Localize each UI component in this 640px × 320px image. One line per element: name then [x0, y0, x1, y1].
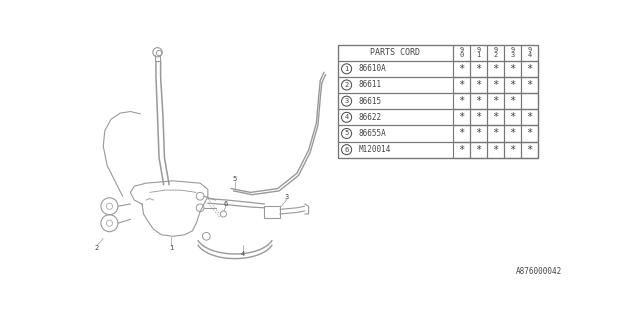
Text: *: * [526, 80, 532, 90]
Bar [338, 125, 538, 141]
Bar [452, 44, 470, 61]
Bar [504, 61, 521, 77]
Text: *: * [509, 112, 516, 122]
Text: *: * [458, 112, 465, 122]
Text: *: * [476, 129, 481, 139]
Text: 2: 2 [344, 82, 349, 88]
Text: *: * [492, 80, 499, 90]
Bar [470, 125, 487, 141]
Bar [487, 109, 504, 125]
Text: 4: 4 [241, 251, 245, 257]
Bar [521, 125, 538, 141]
Text: PARTS CORD: PARTS CORD [371, 48, 420, 57]
Bar [504, 141, 521, 158]
Text: 2: 2 [95, 245, 99, 251]
Text: *: * [458, 129, 465, 139]
Text: 3: 3 [285, 194, 289, 200]
Bar [521, 93, 538, 109]
Bar [521, 77, 538, 93]
Bar [504, 109, 521, 125]
Text: *: * [492, 145, 499, 155]
Bar [470, 61, 487, 77]
Bar [452, 61, 470, 77]
Text: *: * [509, 129, 516, 139]
Bar [470, 109, 487, 125]
Bar [338, 141, 538, 158]
Text: 9
3: 9 3 [510, 47, 515, 58]
Text: *: * [509, 80, 516, 90]
Text: *: * [492, 129, 499, 139]
Text: *: * [526, 64, 532, 74]
Bar [452, 93, 470, 109]
Bar [487, 93, 504, 109]
Text: 9
0: 9 0 [459, 47, 463, 58]
Bar [504, 125, 521, 141]
Bar [338, 77, 538, 93]
Text: 9
1: 9 1 [476, 47, 481, 58]
Bar [470, 93, 487, 109]
Text: 86615: 86615 [358, 97, 381, 106]
Text: 1: 1 [344, 66, 349, 72]
Text: 9
2: 9 2 [493, 47, 497, 58]
Text: *: * [509, 64, 516, 74]
Bar [521, 109, 538, 125]
Text: *: * [509, 145, 516, 155]
Bar [521, 61, 538, 77]
Text: *: * [476, 96, 481, 106]
Bar [452, 125, 470, 141]
Text: *: * [476, 145, 481, 155]
Text: 5: 5 [233, 176, 237, 182]
Text: *: * [526, 112, 532, 122]
Text: 9
4: 9 4 [527, 47, 532, 58]
Bar [470, 44, 487, 61]
Bar [504, 93, 521, 109]
Bar [487, 125, 504, 141]
Text: *: * [458, 96, 465, 106]
Text: *: * [476, 64, 481, 74]
Text: 86655A: 86655A [358, 129, 386, 138]
Text: *: * [492, 64, 499, 74]
Bar [504, 44, 521, 61]
Bar [487, 141, 504, 158]
Text: *: * [458, 64, 465, 74]
Bar [452, 109, 470, 125]
Bar [338, 44, 452, 61]
Bar [338, 109, 538, 125]
Bar [521, 141, 538, 158]
Bar [521, 44, 538, 61]
Bar [264, 206, 280, 218]
Text: 3: 3 [344, 98, 349, 104]
Text: *: * [492, 112, 499, 122]
Text: *: * [458, 145, 465, 155]
Bar [487, 44, 504, 61]
Text: 86622: 86622 [358, 113, 381, 122]
Bar [338, 93, 538, 109]
Text: *: * [526, 129, 532, 139]
Bar [470, 77, 487, 93]
Text: *: * [526, 145, 532, 155]
Text: 4: 4 [344, 114, 349, 120]
Bar [504, 77, 521, 93]
Text: *: * [476, 80, 481, 90]
Text: 86611: 86611 [358, 81, 381, 90]
Text: A876000042: A876000042 [516, 267, 562, 276]
Bar [338, 61, 538, 77]
Bar [452, 77, 470, 93]
Text: *: * [458, 80, 465, 90]
Bar [487, 61, 504, 77]
Bar [338, 44, 538, 158]
Text: 6: 6 [223, 201, 228, 207]
Text: *: * [492, 96, 499, 106]
Text: 1: 1 [170, 245, 173, 251]
Text: 86610A: 86610A [358, 64, 386, 73]
Text: 6: 6 [344, 147, 349, 153]
Bar [452, 141, 470, 158]
Text: *: * [509, 96, 516, 106]
Text: 5: 5 [344, 131, 349, 137]
Text: M120014: M120014 [358, 145, 390, 154]
Bar [487, 77, 504, 93]
Text: *: * [476, 112, 481, 122]
Bar [470, 141, 487, 158]
